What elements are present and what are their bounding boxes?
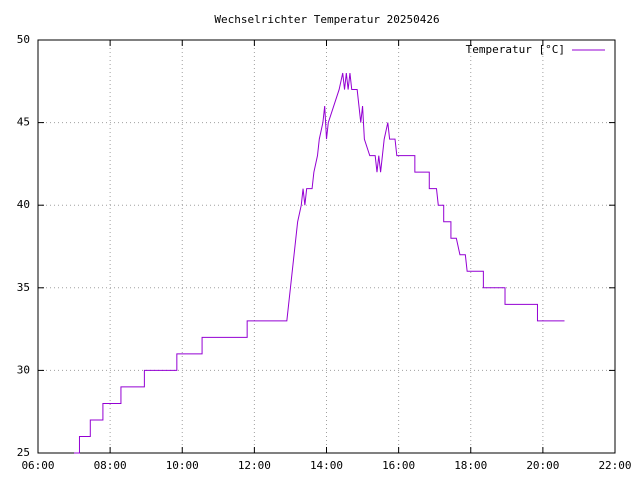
x-tick-label: 14:00 bbox=[310, 459, 343, 472]
x-tick-label: 10:00 bbox=[166, 459, 199, 472]
x-tick-label: 12:00 bbox=[238, 459, 271, 472]
y-tick-label: 50 bbox=[17, 33, 30, 46]
data-line bbox=[74, 72, 565, 454]
y-tick-label: 45 bbox=[17, 116, 30, 129]
x-tick-label: 06:00 bbox=[21, 459, 54, 472]
plot-border bbox=[37, 39, 616, 454]
y-tick-label: 30 bbox=[17, 363, 30, 376]
legend-label: Temperatur [°C] bbox=[466, 43, 565, 56]
y-tick-label: 25 bbox=[17, 446, 30, 459]
chart-title: Wechselrichter Temperatur 20250426 bbox=[214, 13, 439, 26]
x-tick-label: 18:00 bbox=[454, 459, 487, 472]
x-tick-label: 16:00 bbox=[382, 459, 415, 472]
x-tick-label: 08:00 bbox=[94, 459, 127, 472]
x-tick-label: 22:00 bbox=[598, 459, 631, 472]
y-tick-label: 35 bbox=[17, 281, 30, 294]
x-tick-label: 20:00 bbox=[526, 459, 559, 472]
y-tick-label: 40 bbox=[17, 198, 30, 211]
